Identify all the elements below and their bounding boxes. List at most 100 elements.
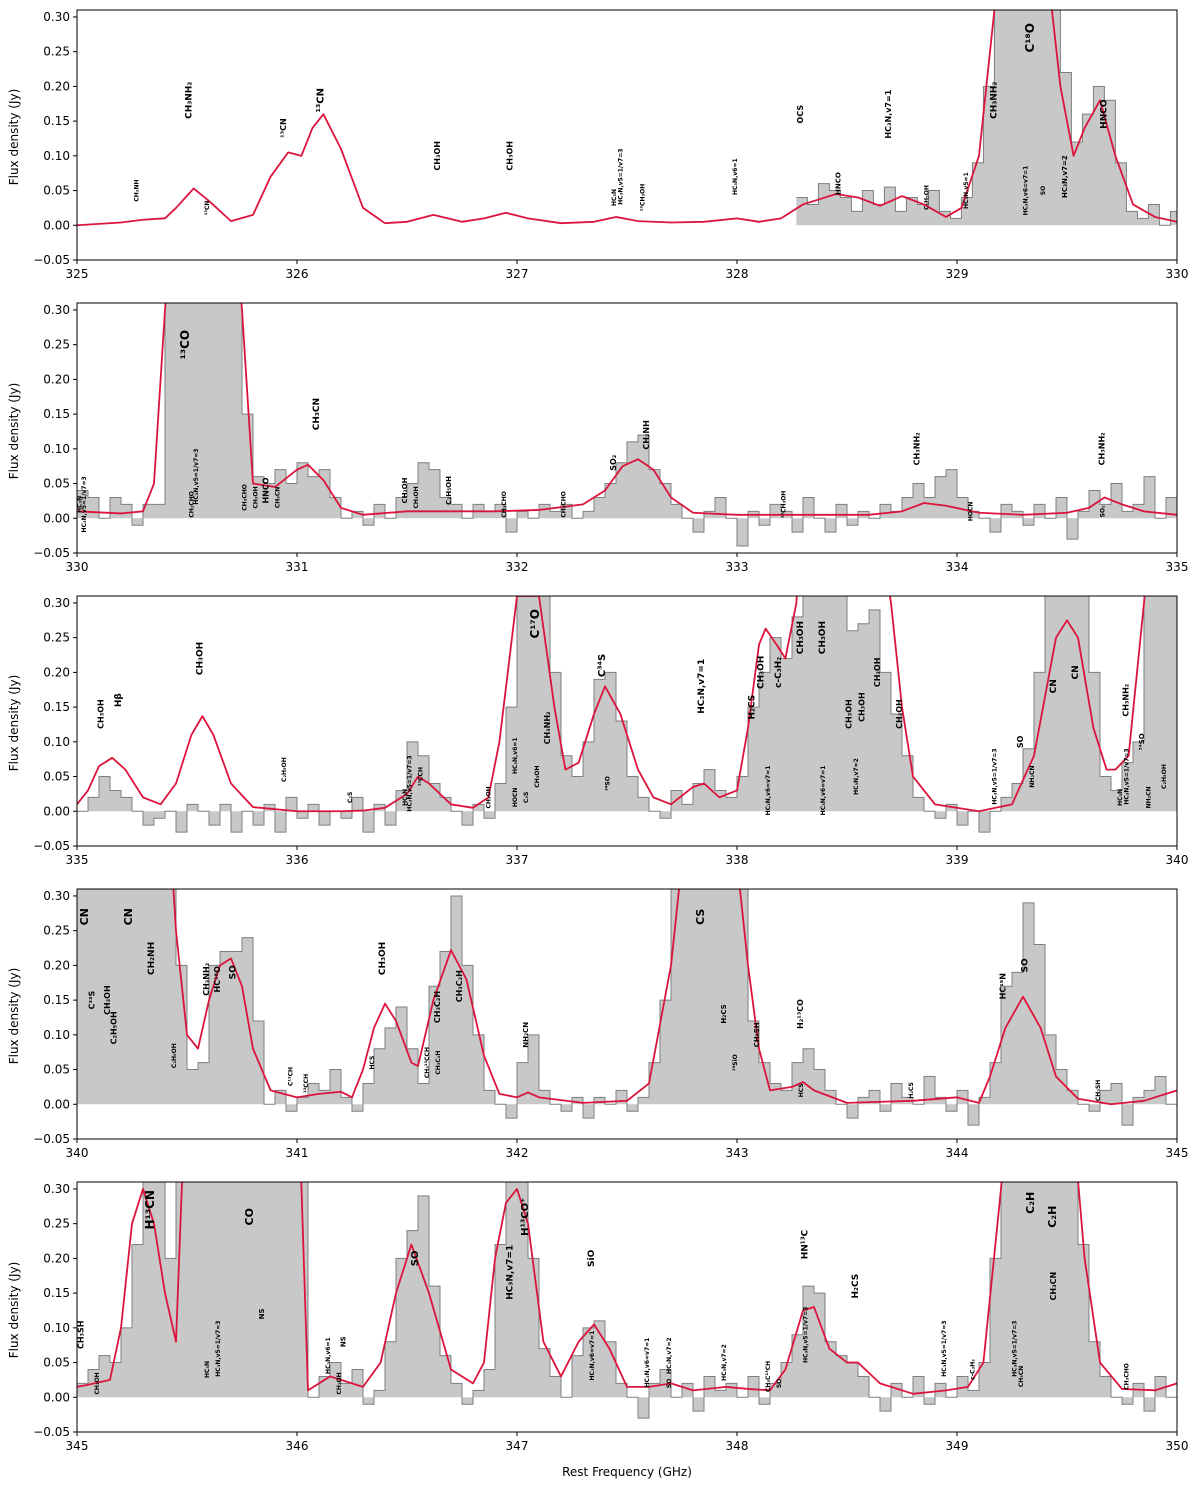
line-label: HC₃N,v5=1/v7=3	[802, 1307, 809, 1363]
line-label: CH₃CHO	[1124, 1363, 1131, 1390]
x-tick-label: 330	[1166, 267, 1189, 281]
line-label: CH₃C₂H	[435, 1051, 442, 1075]
line-label: CH₃SH	[1095, 1080, 1102, 1101]
line-label: c-C₃H₂	[970, 1359, 977, 1380]
line-label: HNCO	[834, 172, 842, 195]
line-label: CH₃NH₂	[1122, 683, 1131, 716]
line-label: HC₃N,v7=2	[1061, 155, 1069, 198]
line-label: HC¹⁸O	[213, 966, 222, 993]
x-tick-label: 335	[1166, 560, 1189, 574]
observed-spectrum-fill	[77, 596, 1177, 833]
x-tick-label: 345	[66, 1439, 89, 1453]
axes-frame	[76, 302, 1178, 554]
y-tick-label: 0.05	[43, 770, 70, 784]
y-tick-label: −0.05	[33, 839, 70, 853]
line-label: CN	[1049, 679, 1059, 693]
y-tick-label: 0.15	[43, 700, 70, 714]
x-tick-label: 349	[946, 1439, 969, 1453]
x-tick-label: 340	[66, 1146, 89, 1160]
line-label: ¹³CH₃OH	[640, 184, 647, 211]
x-tick-label: 338	[726, 853, 749, 867]
line-label: CH₃OH	[895, 699, 904, 729]
y-tick-label: 0.25	[43, 1217, 70, 1231]
line-label: CH₃OH	[873, 658, 882, 688]
line-label: CH₃OH	[858, 692, 867, 722]
line-label: HC₃N,v6=1	[325, 1337, 332, 1374]
x-tick-label: 347	[506, 1439, 529, 1453]
line-label: HCS	[369, 1056, 376, 1070]
line-label: CH₃OH	[433, 141, 442, 171]
line-label: SO	[410, 1251, 421, 1267]
panel-2: HC₃N,v5=1/v7=3HC₃N¹³COHC₃N,v5=1/v7=3CH₂C…	[33, 302, 1189, 574]
line-label: CH₃OH	[378, 942, 388, 975]
line-label: NS	[258, 1308, 266, 1319]
line-label: HC₃N,v5=1/v7=3	[618, 149, 625, 205]
x-tick-label: 346	[286, 1439, 309, 1453]
y-tick-label: 0.15	[43, 407, 70, 421]
model-fit-line	[77, 303, 1177, 516]
line-label: C¹³CH	[288, 1067, 295, 1086]
line-label: HC₃N,v5=1/v7=3	[992, 748, 999, 804]
line-label: HC₃N,v6=1	[732, 158, 739, 195]
line-label: HCS	[798, 1083, 805, 1097]
x-tick-label: 337	[506, 853, 529, 867]
y-tick-label: 0.20	[43, 372, 70, 386]
line-label: ¹³CCH	[417, 767, 424, 786]
y-tick-label: 0.25	[43, 924, 70, 938]
plot-area: CH₃SH CH₃OH H¹³CN HC₃N HC₃N,v5=1/v7=3 CO NS HC₃…	[77, 1182, 1177, 1419]
observed-spectrum-line	[77, 889, 1177, 1126]
line-label: C₂H₅OH	[171, 1043, 178, 1068]
axes-frame	[76, 888, 1178, 1140]
observed-spectrum-fill	[77, 1182, 1177, 1419]
line-label: CH₃OH	[401, 477, 409, 503]
line-label: CN	[122, 908, 135, 925]
line-label: NH₂CN	[522, 1022, 530, 1048]
line-label: CH₃C¹³CH	[765, 1361, 772, 1392]
line-label: HC₃N	[611, 189, 618, 206]
y-tick-label: 0.00	[43, 511, 70, 525]
line-label: CH₃OH	[506, 141, 515, 171]
axes-frame	[76, 595, 1178, 847]
model-fit-line	[77, 1182, 1177, 1395]
y-tick-label: 0.30	[43, 1182, 70, 1196]
line-label: SO₂	[609, 454, 618, 471]
plot-area: HC₃N,v5=1/v7=3HC₃N¹³COHC₃N,v5=1/v7=3CH₂C…	[77, 303, 1177, 547]
y-tick-label: 0.15	[43, 114, 70, 128]
x-tick-label: 329	[946, 267, 969, 281]
y-tick-label: 0.10	[43, 1321, 70, 1335]
line-label: CN	[78, 908, 91, 925]
line-label: NH₂CN	[1146, 786, 1153, 808]
line-label: CH₃NH₂	[184, 82, 194, 119]
line-label: CH₂CHO	[189, 491, 196, 518]
line-label: CH₂NH	[147, 942, 157, 975]
line-label: HC¹⁵N	[998, 973, 1007, 999]
line-label: CH₃OH	[844, 699, 853, 729]
line-label: HC₃N,v6=1	[512, 737, 519, 774]
x-tick-label: 344	[946, 1146, 969, 1160]
model-fit-line	[172, 889, 1177, 1106]
line-label: CH₃OH	[103, 985, 112, 1015]
observed-spectrum-fill	[77, 889, 1177, 1126]
line-label: SO	[1016, 735, 1025, 748]
line-label: H¹³CO⁺	[520, 1198, 531, 1236]
line-label: HC₃N,v6=v7=1	[589, 1331, 596, 1381]
y-tick-label: 0.25	[43, 631, 70, 645]
line-label: C³³S	[88, 991, 97, 1010]
y-tick-label: 0.00	[43, 1097, 70, 1111]
line-label: H₂CS	[908, 1082, 915, 1099]
line-label: Hβ	[114, 693, 124, 708]
line-label: ¹³CH₃OH	[780, 491, 787, 518]
line-label: SO	[1040, 186, 1047, 195]
line-label: OCS	[796, 105, 805, 124]
y-tick-label: 0.15	[43, 1286, 70, 1300]
line-label: HC₃N	[204, 1361, 211, 1378]
x-tick-label: 340	[1166, 853, 1189, 867]
model-fit-line	[77, 10, 1177, 227]
line-label: C₂H₅OH	[1161, 764, 1168, 789]
line-label: CH₂NH	[642, 420, 651, 449]
x-tick-label: 336	[286, 853, 309, 867]
x-tick-label: 330	[66, 560, 89, 574]
line-label: HN¹³C	[800, 1229, 810, 1259]
y-tick-label: 0.15	[43, 993, 70, 1007]
